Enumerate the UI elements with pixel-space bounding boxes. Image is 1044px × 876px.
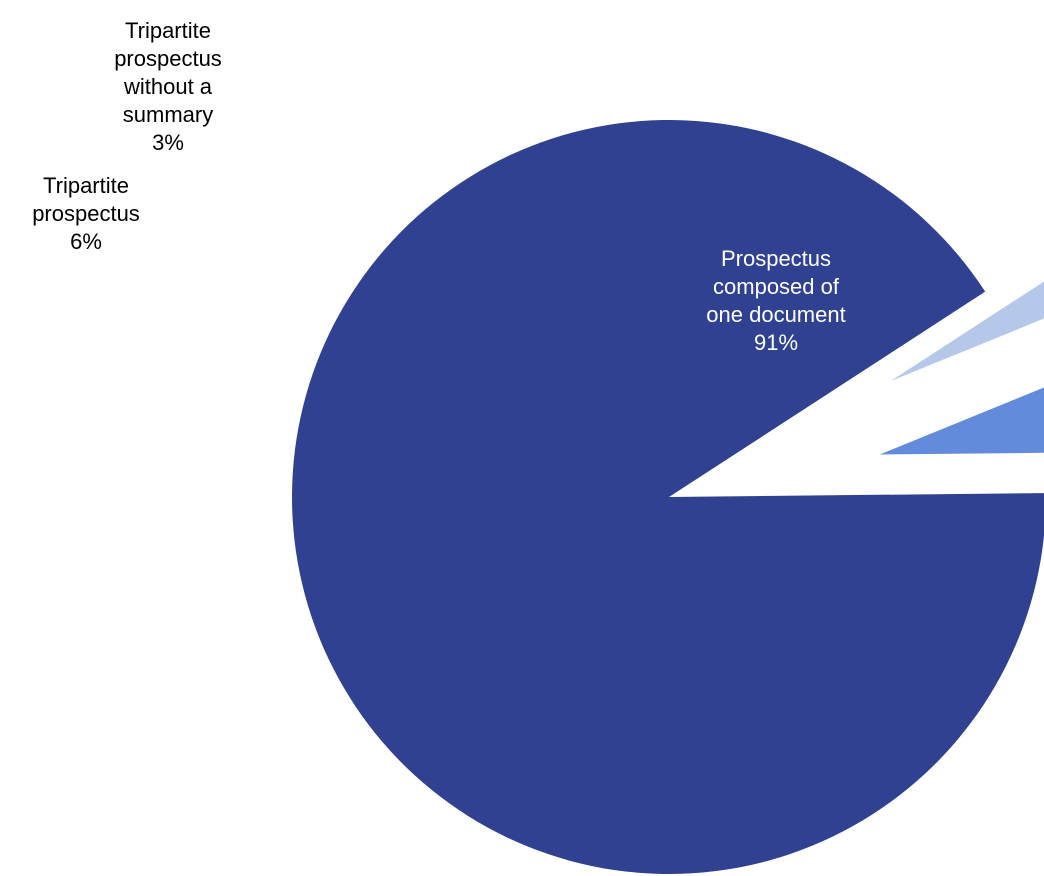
pie-slice-3 xyxy=(890,281,1044,382)
slice-label-line: without a xyxy=(123,74,213,99)
slice-label-line: prospectus xyxy=(32,201,140,226)
slice-label-line: Prospectus xyxy=(721,246,831,271)
slice-label-line: Tripartite xyxy=(43,173,129,198)
slice-label-line: 6% xyxy=(70,229,102,254)
pie-slice-1 xyxy=(292,120,1044,874)
slice-label-line: 3% xyxy=(152,130,184,155)
slice-label-line: summary xyxy=(123,102,213,127)
slice-label-1: Prospectus composed of one document 91% xyxy=(706,246,845,355)
slice-label-2: Tripartite prospectus 6% xyxy=(32,173,140,254)
slice-label-line: Tripartite xyxy=(125,18,211,43)
slice-label-line: composed of xyxy=(713,274,840,299)
slice-label-3: Tripartite prospectus without a summary 3% xyxy=(114,18,222,155)
slice-label-line: prospectus xyxy=(114,46,222,71)
pie-slice-2 xyxy=(879,387,1044,455)
slice-label-line: one document xyxy=(706,302,845,327)
slice-label-line: 91% xyxy=(754,330,798,355)
